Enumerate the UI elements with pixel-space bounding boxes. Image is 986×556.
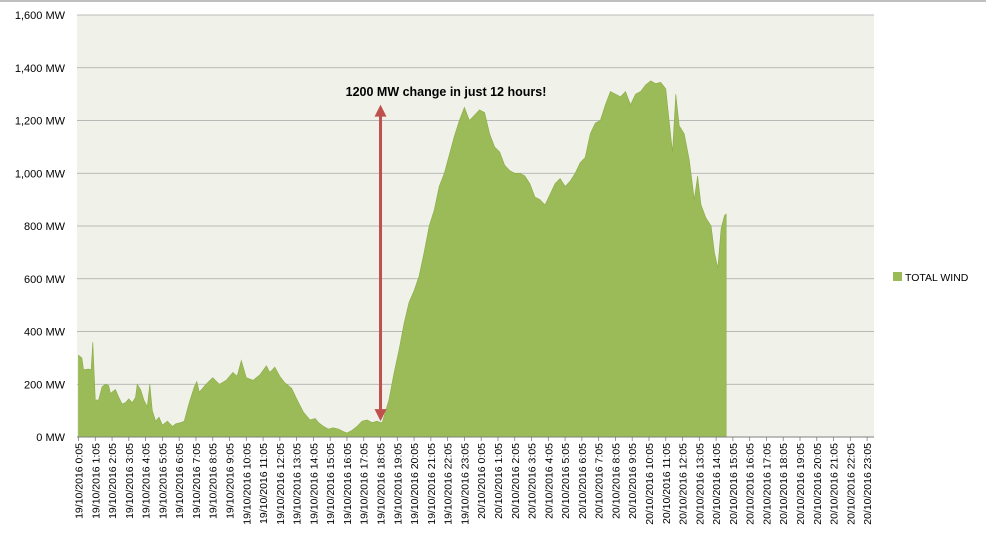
y-tick-label: 200 MW <box>24 379 66 391</box>
x-tick-label: 20/10/2016 7:05 <box>594 443 606 519</box>
change-arrow <box>374 104 387 422</box>
x-tick-label: 19/10/2016 5:05 <box>157 443 169 519</box>
x-tick-label: 20/10/2016 10:05 <box>644 443 656 525</box>
x-tick-label: 20/10/2016 11:05 <box>661 443 673 524</box>
x-tick-label: 20/10/2016 13:05 <box>694 443 706 525</box>
x-tick-label: 20/10/2016 5:05 <box>560 443 572 519</box>
x-tick-label: 19/10/2016 2:05 <box>107 443 119 519</box>
legend-label-total-wind: TOTAL WIND <box>905 272 969 284</box>
x-tick-label: 20/10/2016 14:05 <box>711 443 723 525</box>
x-tick-label: 20/10/2016 0:05 <box>476 443 488 519</box>
x-tick-label: 19/10/2016 11:05 <box>258 443 270 524</box>
y-tick-label: 0 MW <box>36 432 65 444</box>
x-tick-label: 19/10/2016 16:05 <box>342 443 354 525</box>
x-tick-label: 20/10/2016 2:05 <box>510 443 522 519</box>
arrow-head-top <box>374 104 387 117</box>
x-tick-label: 19/10/2016 20:05 <box>409 443 421 525</box>
x-tick-label: 20/10/2016 12:05 <box>678 443 690 525</box>
x-tick-label: 19/10/2016 9:05 <box>225 443 237 519</box>
x-tick-label: 20/10/2016 17:05 <box>761 443 773 525</box>
x-tick-label: 19/10/2016 12:05 <box>275 443 287 525</box>
x-tick-label: 20/10/2016 20:05 <box>812 443 824 525</box>
x-tick-label: 19/10/2016 15:05 <box>325 443 337 525</box>
y-tick-label: 600 MW <box>24 274 66 286</box>
x-tick-label: 19/10/2016 1:05 <box>90 443 102 519</box>
x-tick-label: 19/10/2016 3:05 <box>124 443 136 519</box>
x-tick-label: 20/10/2016 21:05 <box>829 443 841 525</box>
x-tick-label: 19/10/2016 21:05 <box>426 443 438 525</box>
x-tick-label: 19/10/2016 4:05 <box>141 443 153 519</box>
x-tick-label: 20/10/2016 9:05 <box>627 443 639 519</box>
legend-swatch-total-wind <box>893 272 902 281</box>
y-tick-label: 400 MW <box>24 327 66 339</box>
y-tick-label: 1,600 MW <box>15 10 66 22</box>
x-tick-label: 20/10/2016 16:05 <box>745 443 757 525</box>
y-tick-label: 1,400 MW <box>15 63 66 75</box>
x-tick-label: 20/10/2016 3:05 <box>527 443 539 519</box>
x-tick-label: 19/10/2016 19:05 <box>392 443 404 525</box>
y-tick-label: 800 MW <box>24 221 66 233</box>
x-tick-label: 20/10/2016 22:05 <box>845 443 857 525</box>
y-axis-tick-labels: 0 MW 200 MW 400 MW 600 MW 800 MW 1,000 MW 1,20… <box>15 10 66 444</box>
x-tick-label: 20/10/2016 15:05 <box>728 443 740 525</box>
x-tick-label: 20/10/2016 23:05 <box>862 443 874 525</box>
x-tick-label: 19/10/2016 7:05 <box>191 443 203 519</box>
x-tick-label: 19/10/2016 6:05 <box>174 443 186 519</box>
chart-annotation: 1200 MW change in just 12 hours! <box>346 85 547 99</box>
x-tick-label: 19/10/2016 22:05 <box>443 443 455 525</box>
y-tick-label: 1,200 MW <box>15 116 66 128</box>
x-tick-label: 19/10/2016 14:05 <box>308 443 320 525</box>
y-tick-label: 1,000 MW <box>15 168 66 180</box>
x-tick-label: 20/10/2016 4:05 <box>543 443 555 519</box>
x-axis-tick-labels: 19/10/2016 0:05 19/10/2016 1:05 19/10/2016… <box>74 437 874 525</box>
x-tick-label: 19/10/2016 13:05 <box>292 443 304 525</box>
x-tick-label: 19/10/2016 10:05 <box>241 443 253 525</box>
x-tick-label: 20/10/2016 19:05 <box>795 443 807 525</box>
x-tick-label: 20/10/2016 8:05 <box>610 443 622 519</box>
x-tick-label: 20/10/2016 18:05 <box>778 443 790 525</box>
x-tick-label: 19/10/2016 0:05 <box>74 443 86 519</box>
x-tick-label: 20/10/2016 6:05 <box>577 443 589 519</box>
x-tick-label: 19/10/2016 8:05 <box>208 443 220 519</box>
x-tick-label: 19/10/2016 17:05 <box>359 443 371 525</box>
legend: TOTAL WIND <box>893 272 969 284</box>
series-area-total-wind <box>78 80 727 438</box>
arrow-head-bottom <box>374 409 387 422</box>
x-tick-label: 19/10/2016 23:05 <box>459 443 471 525</box>
x-tick-label: 19/10/2016 18:05 <box>376 443 388 525</box>
x-tick-label: 20/10/2016 1:05 <box>493 443 505 519</box>
